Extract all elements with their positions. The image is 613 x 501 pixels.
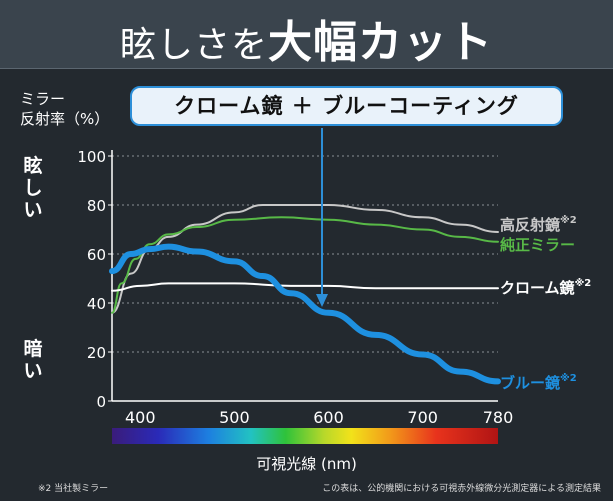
x-tick-label: 400	[125, 408, 156, 427]
visible-spectrum-bar	[112, 428, 498, 444]
side-label-dark: 暗い	[23, 338, 43, 382]
series-blue	[109, 243, 501, 385]
title-prefix: 眩しさを	[119, 25, 268, 66]
series-chrome	[111, 282, 499, 292]
y-axis-label-line2: 反射率（%）	[20, 110, 110, 128]
page-title: 眩しさを大幅カット	[0, 6, 613, 70]
title-emphasis: 大幅カット	[268, 17, 493, 68]
x-tick-label: 600	[313, 408, 344, 427]
x-tick-label: 700	[407, 408, 438, 427]
side-label-glare: 眩しい	[23, 155, 43, 221]
footnote-measurement: この表は、公的機関における可視赤外線微分光測定器による測定結果	[322, 484, 601, 494]
x-tick-label: 780	[483, 408, 514, 427]
y-tick-label: 0	[96, 393, 106, 411]
callout-box: クローム鏡 ＋ ブルーコーティング	[130, 86, 563, 126]
x-tick-label: 500	[219, 408, 250, 427]
y-tick-label: 80	[87, 197, 106, 215]
y-tick-label: 20	[87, 344, 106, 362]
x-axis-title: 可視光線 (nm)	[256, 455, 357, 473]
y-axis-label-line1: ミラー	[20, 90, 66, 108]
y-tick-label: 100	[77, 148, 106, 166]
y-tick-label: 40	[87, 295, 106, 313]
y-tick-label: 60	[87, 246, 106, 264]
callout-arrow-head	[316, 294, 328, 307]
series-oem-mirror	[111, 216, 499, 314]
header-bar: 眩しさを大幅カット	[0, 0, 613, 69]
footnote-source: ※2 当社製ミラー	[38, 484, 109, 494]
